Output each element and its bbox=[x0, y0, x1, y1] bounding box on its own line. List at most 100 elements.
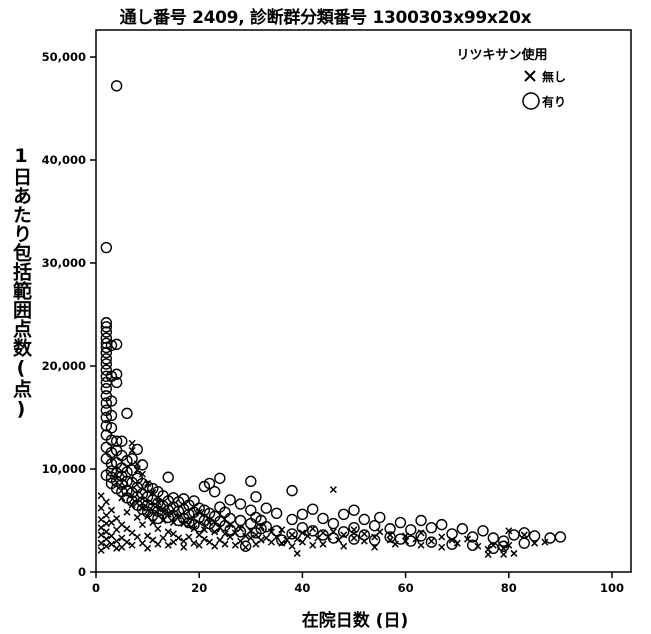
data-point-circle bbox=[456, 523, 469, 535]
data-point-circle bbox=[100, 420, 113, 432]
data-point-circle bbox=[121, 484, 133, 497]
legend-title: リツキサン使用 bbox=[456, 47, 547, 63]
x-tick-label: 20 bbox=[191, 581, 207, 595]
data-point-x bbox=[128, 541, 136, 549]
data-point-x bbox=[242, 532, 250, 540]
data-point-circle bbox=[121, 455, 133, 467]
data-point-circle bbox=[446, 528, 458, 540]
data-point-x bbox=[102, 542, 110, 550]
data-point-x bbox=[113, 514, 121, 522]
data-point-x bbox=[267, 538, 275, 546]
data-point-x bbox=[221, 530, 229, 538]
data-point-x bbox=[133, 533, 141, 541]
data-point-x bbox=[195, 541, 203, 549]
data-point-circle bbox=[100, 326, 113, 338]
y-tick-label: 20,000 bbox=[42, 359, 86, 373]
chart-title: 通し番号 2409, 診断群分類番号 1300303x99x20x bbox=[119, 8, 532, 28]
data-point-circle bbox=[436, 518, 448, 531]
data-point-x bbox=[185, 533, 193, 541]
data-point-circle bbox=[110, 435, 123, 447]
data-point-x bbox=[417, 541, 425, 549]
data-point-circle bbox=[425, 522, 438, 534]
data-point-circle bbox=[518, 537, 530, 549]
data-point-circle bbox=[296, 522, 309, 534]
data-point-circle bbox=[286, 484, 298, 497]
data-point-circle bbox=[105, 395, 118, 407]
data-point-circle bbox=[384, 523, 396, 535]
legend-label-none: 無し bbox=[542, 69, 566, 84]
data-point-circle bbox=[203, 477, 216, 490]
data-point-circle bbox=[250, 491, 262, 503]
data-point-x bbox=[340, 542, 348, 550]
data-point-circle bbox=[554, 531, 567, 543]
data-point-circle bbox=[110, 80, 123, 92]
data-point-circle bbox=[270, 507, 283, 519]
data-point-circle bbox=[105, 339, 118, 352]
data-point-x bbox=[319, 540, 327, 548]
data-point-circle bbox=[405, 524, 417, 536]
data-point-circle bbox=[508, 529, 520, 541]
data-point-x bbox=[144, 544, 152, 552]
data-point-x bbox=[293, 549, 301, 557]
y-axis-label: 1日あたり包括範囲点数(点) bbox=[10, 145, 32, 420]
data-point-circle bbox=[374, 511, 386, 524]
data-point-circle bbox=[105, 465, 118, 477]
data-point-circle bbox=[307, 503, 319, 515]
data-point-circle bbox=[307, 525, 319, 537]
data-points bbox=[97, 80, 567, 559]
y-tick-label: 30,000 bbox=[42, 256, 86, 270]
data-point-circle bbox=[224, 494, 236, 506]
data-point-circle bbox=[317, 512, 329, 525]
data-point-circle bbox=[415, 514, 427, 527]
data-point-circle bbox=[497, 540, 510, 552]
x-tick-label: 100 bbox=[600, 581, 624, 595]
data-point-x bbox=[138, 539, 146, 547]
y-tick-label: 0 bbox=[78, 565, 86, 579]
data-point-circle bbox=[394, 533, 407, 545]
data-point-circle bbox=[327, 517, 340, 530]
data-point-x bbox=[97, 492, 105, 500]
data-point-x bbox=[118, 543, 126, 551]
data-point-x bbox=[298, 538, 306, 546]
data-point-circle bbox=[368, 519, 381, 532]
data-point-x bbox=[138, 470, 146, 478]
data-point-circle bbox=[105, 422, 118, 434]
data-point-circle bbox=[100, 411, 113, 424]
data-point-x bbox=[102, 520, 110, 528]
data-point-circle bbox=[415, 530, 427, 542]
data-point-circle bbox=[358, 513, 371, 526]
data-point-circle bbox=[126, 464, 138, 476]
data-point-circle bbox=[348, 533, 360, 545]
data-point-circle bbox=[121, 475, 133, 488]
data-point-circle bbox=[136, 459, 149, 471]
data-point-circle bbox=[337, 508, 350, 521]
data-point-x bbox=[190, 539, 198, 547]
data-point-x bbox=[102, 511, 110, 519]
data-point-circle bbox=[100, 358, 113, 370]
data-point-x bbox=[309, 541, 317, 549]
data-point-circle bbox=[317, 529, 329, 541]
data-point-circle bbox=[276, 534, 288, 546]
data-point-x bbox=[438, 543, 446, 551]
data-point-circle bbox=[487, 532, 500, 544]
data-point-x bbox=[107, 506, 116, 514]
data-point-circle bbox=[286, 528, 298, 540]
data-point-x bbox=[154, 525, 162, 533]
data-point-circle bbox=[255, 523, 267, 535]
data-point-x bbox=[123, 508, 131, 516]
data-point-x bbox=[113, 537, 121, 545]
data-point-circle bbox=[384, 531, 396, 543]
data-point-circle bbox=[224, 512, 236, 525]
data-point-circle bbox=[100, 341, 113, 354]
data-point-circle bbox=[405, 535, 417, 547]
data-point-circle bbox=[466, 539, 479, 551]
data-point-x bbox=[138, 521, 146, 529]
data-point-x bbox=[505, 527, 513, 535]
data-point-circle bbox=[224, 524, 236, 536]
data-point-circle bbox=[105, 409, 118, 422]
data-point-circle bbox=[105, 446, 118, 459]
data-point-circle bbox=[234, 498, 247, 510]
data-point-circle bbox=[348, 504, 360, 516]
data-point-x bbox=[500, 550, 508, 559]
